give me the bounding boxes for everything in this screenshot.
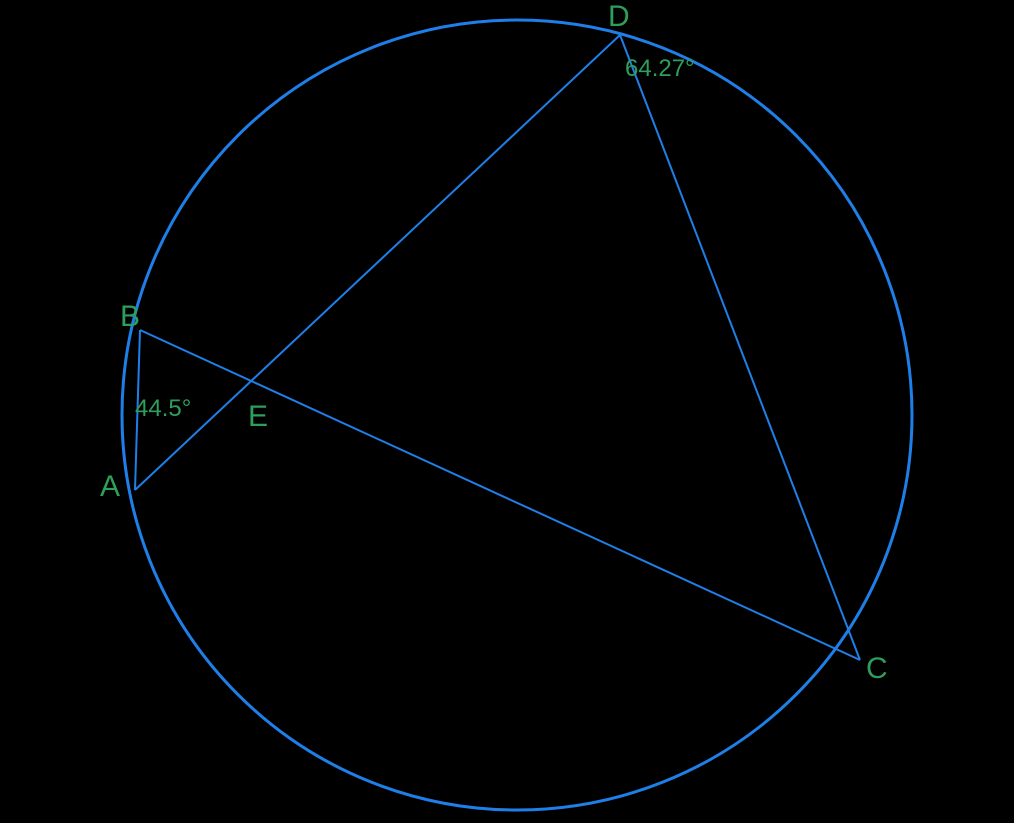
point-label-D: D	[608, 0, 630, 34]
point-label-E: E	[248, 400, 268, 434]
point-label-B: B	[120, 300, 140, 334]
angle-label-A: 44.5°	[135, 395, 191, 423]
main-circle	[122, 20, 912, 810]
point-label-A: A	[100, 470, 120, 504]
point-label-C: C	[866, 652, 888, 686]
angle-label-D: 64.27°	[625, 55, 695, 83]
line-AD	[135, 35, 620, 490]
